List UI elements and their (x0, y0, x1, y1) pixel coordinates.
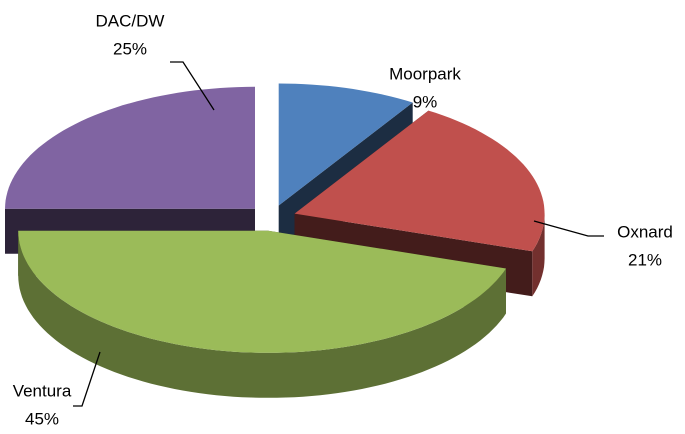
slice-side (18, 230, 506, 398)
slice (278, 83, 413, 206)
slice (18, 230, 506, 353)
slice-value-label: 21% (628, 250, 662, 269)
slices (5, 83, 545, 398)
slice-label: Oxnard (617, 222, 673, 241)
slice (5, 86, 255, 209)
slice-value-label: 9% (413, 92, 438, 111)
slice-label: Moorpark (389, 64, 461, 83)
labels: Moorpark 9% Oxnard 21% Ventura 45% DAC/DW 25% (13, 11, 673, 428)
slice-label: DAC/DW (96, 11, 165, 30)
slice-value-label: 25% (113, 39, 147, 58)
slice-value-label: 45% (25, 409, 59, 428)
slice (294, 110, 545, 252)
leader-line (533, 220, 604, 237)
leader-line (73, 351, 101, 407)
leader-line (170, 61, 215, 111)
slice-side (532, 213, 545, 297)
slice-label: Ventura (13, 381, 72, 400)
